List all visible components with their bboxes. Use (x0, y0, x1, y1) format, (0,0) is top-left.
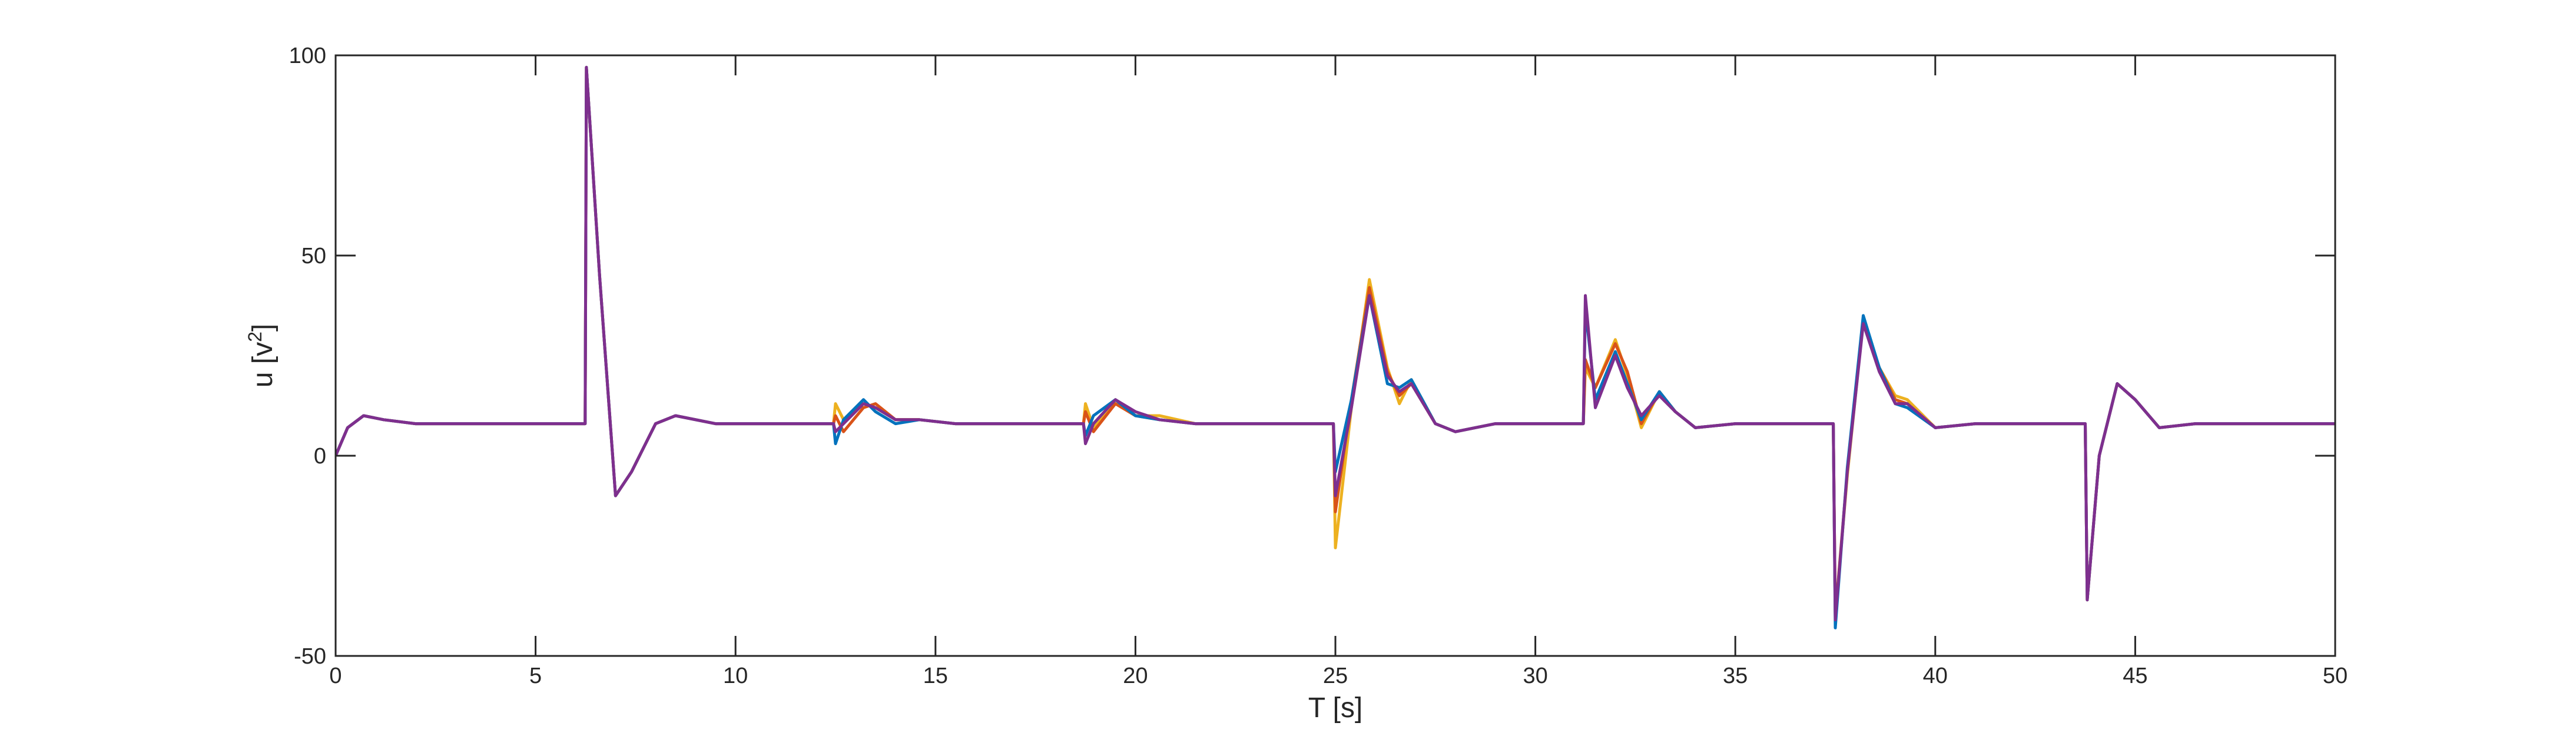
tick-label: 0 (329, 664, 342, 688)
tick-label: 5 (529, 664, 542, 688)
tick-label: 50 (301, 244, 326, 268)
y-axis-label: u [v2] (244, 324, 279, 388)
plot-frame (334, 54, 2336, 657)
series-layer (336, 65, 2335, 629)
tick-label: 100 (289, 44, 326, 68)
tick-label: 25 (1323, 664, 1348, 688)
tick-label: 10 (723, 664, 748, 688)
tick-label: 35 (1723, 664, 1748, 688)
tick-label: 20 (1123, 664, 1148, 688)
tick-label: 15 (923, 664, 948, 688)
tick-label: 45 (2123, 664, 2147, 688)
tick-label: -50 (294, 644, 326, 669)
tick-label: 40 (1923, 664, 1948, 688)
y-axis-label-base: u [v (247, 342, 279, 387)
series-line-1 (336, 65, 2335, 618)
y-axis-label-sup: 2 (244, 331, 266, 342)
tick-label: 50 (2323, 664, 2348, 688)
x-axis-label: T [s] (1308, 692, 1362, 724)
y-axis-label-close: ] (247, 324, 279, 331)
tick-label: 0 (314, 444, 326, 469)
tick-label: 30 (1523, 664, 1547, 688)
series-line-4 (336, 65, 2335, 622)
